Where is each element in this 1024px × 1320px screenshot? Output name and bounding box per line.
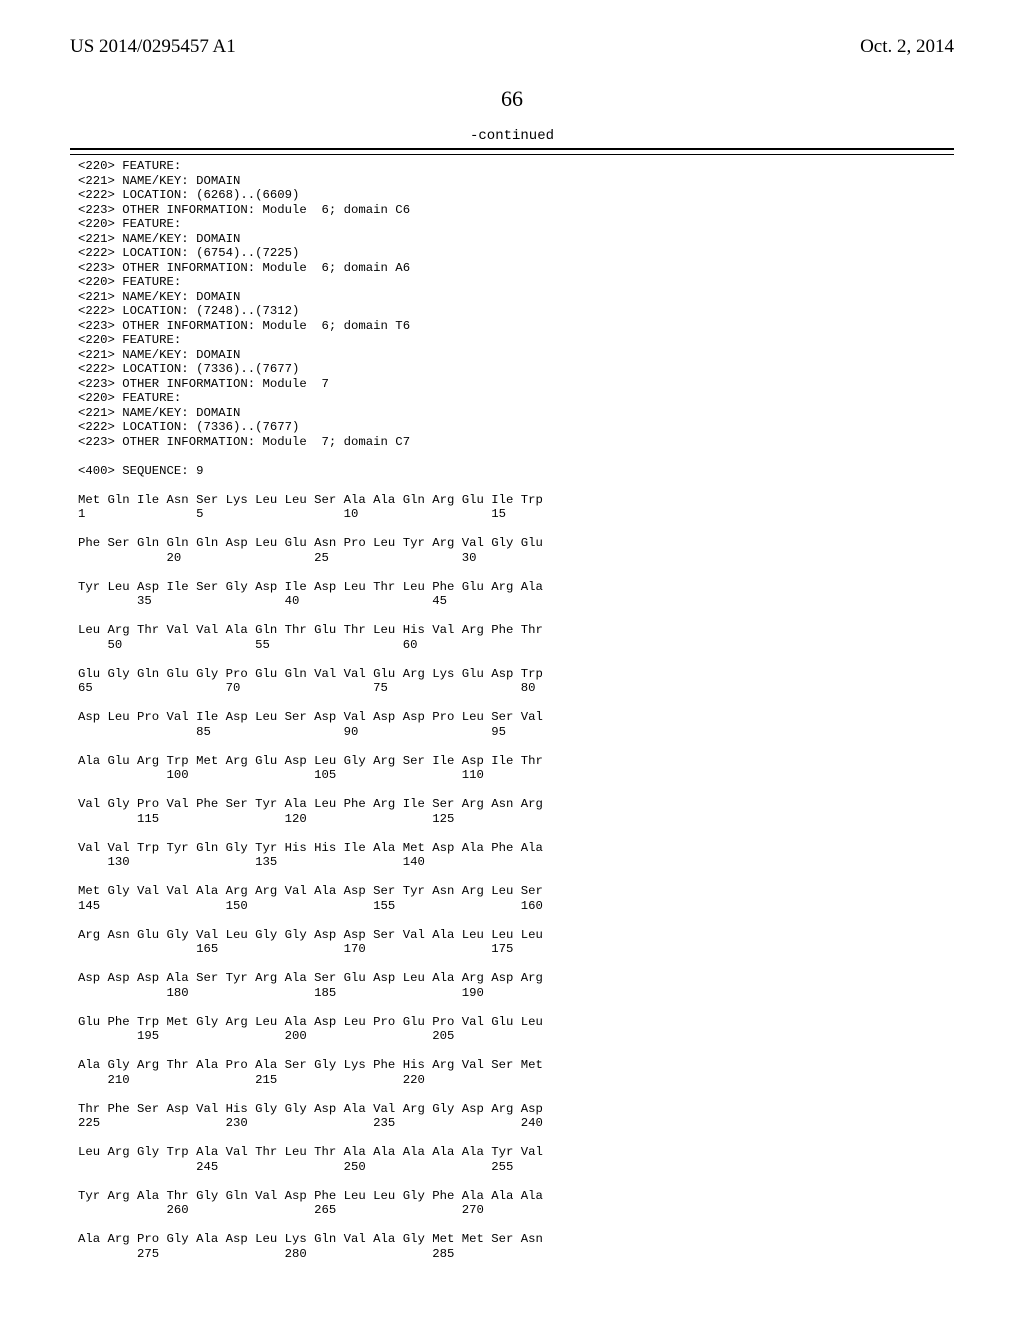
sequence-listing: <220> FEATURE: <221> NAME/KEY: DOMAIN <2… xyxy=(70,159,954,1261)
continued-label: -continued xyxy=(70,128,954,144)
page-header: US 2014/0295457 A1 Oct. 2, 2014 xyxy=(70,36,954,58)
top-rule xyxy=(70,148,954,150)
top-rule-thin xyxy=(70,154,954,155)
page: US 2014/0295457 A1 Oct. 2, 2014 66 -cont… xyxy=(0,0,1024,1320)
patent-date: Oct. 2, 2014 xyxy=(860,36,954,58)
patent-id: US 2014/0295457 A1 xyxy=(70,36,236,58)
page-number: 66 xyxy=(70,86,954,112)
